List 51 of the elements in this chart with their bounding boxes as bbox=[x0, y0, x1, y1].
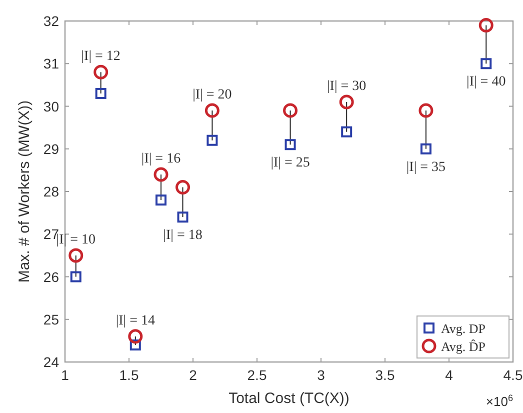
point bbox=[204, 103, 220, 118]
point bbox=[339, 94, 354, 110]
y-tick-label: 26 bbox=[43, 268, 60, 285]
x-tick-label: 2.5 bbox=[247, 367, 267, 383]
x-tick-label: 3.5 bbox=[375, 367, 395, 383]
point bbox=[128, 329, 143, 344]
point bbox=[206, 134, 218, 146]
annotation: |I| = 12 bbox=[81, 49, 120, 64]
x-tick-label: 4.5 bbox=[503, 367, 523, 383]
point bbox=[130, 339, 141, 350]
point bbox=[70, 271, 82, 282]
y-axis-title: Max. # of Workers (MW(X)) bbox=[16, 100, 33, 283]
legend-label: Avg. DP bbox=[441, 321, 486, 336]
y-tick-label: 28 bbox=[43, 184, 60, 200]
point bbox=[420, 143, 432, 154]
point bbox=[478, 18, 494, 33]
point bbox=[283, 103, 298, 118]
y-tick-label: 30 bbox=[43, 98, 60, 114]
x-tick-label: 4 bbox=[445, 367, 454, 383]
annotation: |I| = 14 bbox=[116, 313, 155, 328]
point bbox=[341, 126, 352, 138]
y-tick-label: 29 bbox=[43, 140, 60, 157]
point bbox=[418, 103, 434, 118]
x-tick-label: 3 bbox=[317, 367, 326, 383]
point bbox=[176, 180, 190, 194]
y-tick-label: 32 bbox=[43, 13, 60, 29]
point bbox=[94, 64, 108, 80]
text: ×10$^{6}$ bbox=[486, 393, 513, 409]
annotation: |I| = 16 bbox=[141, 151, 181, 166]
annotation: |I| = 10 bbox=[56, 232, 96, 248]
annotation: |I| = 30 bbox=[327, 78, 366, 94]
point bbox=[68, 248, 84, 263]
legend-label: Avg. D̂P bbox=[441, 338, 486, 354]
annotation: |I| = 40 bbox=[466, 74, 506, 90]
x-tick-label: 1 bbox=[61, 367, 70, 383]
x-axis-title: Total Cost (TC(X)) bbox=[228, 390, 350, 407]
y-tick-label: 31 bbox=[43, 56, 60, 72]
point bbox=[154, 167, 168, 182]
x-tick-label: 1.5 bbox=[119, 367, 139, 383]
point bbox=[284, 139, 296, 150]
annotation: |I| = 25 bbox=[270, 156, 310, 171]
x-tick-label: 2 bbox=[189, 367, 198, 383]
annotation: |I| = 20 bbox=[192, 88, 232, 103]
point bbox=[177, 212, 188, 223]
annotation: |I| = 18 bbox=[163, 228, 202, 244]
y-tick-label: 24 bbox=[43, 354, 60, 370]
annotation: |I| = 35 bbox=[406, 160, 446, 175]
y-tick-label: 25 bbox=[43, 311, 60, 328]
point bbox=[156, 194, 166, 206]
point bbox=[480, 58, 492, 70]
point bbox=[95, 88, 106, 99]
